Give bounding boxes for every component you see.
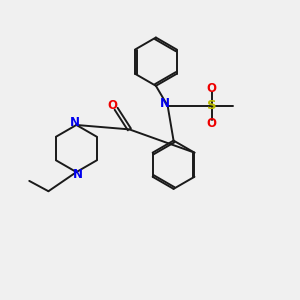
- Text: S: S: [207, 99, 217, 112]
- Text: N: N: [70, 116, 80, 129]
- Text: O: O: [108, 99, 118, 112]
- Text: O: O: [207, 117, 217, 130]
- Text: N: N: [160, 97, 170, 110]
- Text: O: O: [207, 82, 217, 95]
- Text: N: N: [73, 168, 83, 181]
